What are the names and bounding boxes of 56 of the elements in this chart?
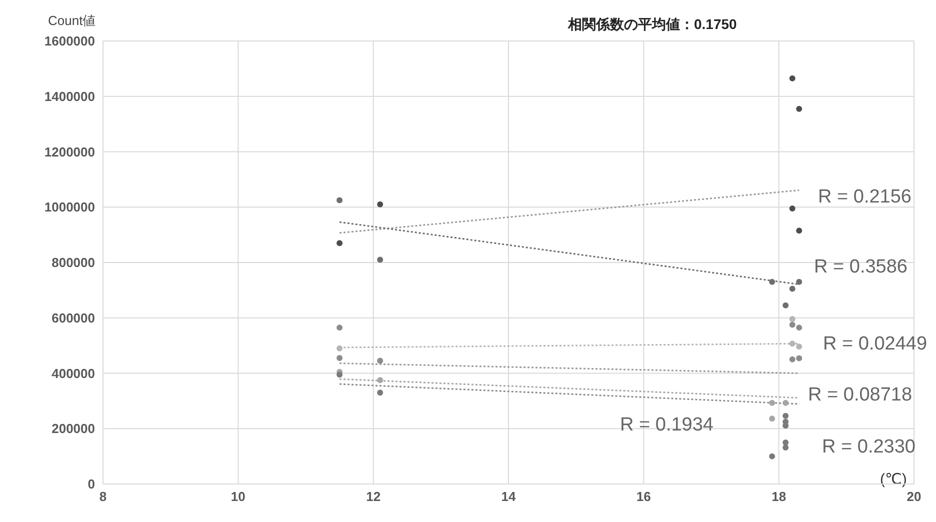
point [377, 201, 384, 208]
annotation: R = 0.2330 [822, 436, 916, 458]
point [789, 316, 796, 322]
x-tick-label: 8 [99, 489, 107, 504]
y-tick-label: 400000 [52, 366, 95, 381]
point [789, 286, 796, 292]
point [336, 240, 343, 246]
point [789, 322, 796, 328]
annotation: R = 0.02449 [823, 334, 928, 355]
point [336, 197, 343, 204]
y-tick-label: 1400000 [44, 88, 95, 104]
point [769, 400, 776, 406]
point [377, 358, 384, 364]
y-tick-label: 200000 [52, 421, 95, 436]
y-tick-label: 1200000 [44, 144, 95, 160]
point [782, 412, 789, 419]
point [769, 278, 776, 285]
point [769, 416, 776, 422]
point [796, 228, 802, 234]
y-axis-title: Count値 [48, 12, 96, 30]
annotation: R = 0.1934 [620, 414, 714, 436]
point [336, 372, 343, 378]
point [796, 344, 802, 350]
point [377, 377, 384, 384]
x-tick-label: 10 [230, 489, 246, 504]
x-tick-label: 16 [636, 489, 651, 504]
point [789, 206, 796, 212]
point [377, 390, 384, 396]
y-tick-label: 1000000 [44, 200, 95, 215]
point [782, 400, 789, 406]
point [782, 302, 789, 308]
annotation: R = 0.08718 [808, 384, 912, 406]
point [336, 345, 343, 352]
point [796, 355, 802, 362]
point [789, 356, 796, 362]
point [377, 256, 384, 263]
x-tick-label: 18 [772, 489, 786, 504]
point [796, 278, 802, 285]
y-tick-label: 600000 [52, 310, 95, 326]
annotation: R = 0.3586 [814, 256, 908, 278]
point [796, 106, 802, 112]
chart-title: 相関係数の平均値：0.1750 [568, 16, 737, 34]
x-tick-label: 14 [501, 489, 516, 504]
y-tick-label: 1600000 [44, 34, 95, 49]
annotation: R = 0.2156 [818, 186, 912, 208]
x-tick-label: 20 [906, 489, 922, 504]
point [796, 324, 802, 331]
x-tick-label: 12 [366, 489, 381, 504]
y-tick-label: 0 [88, 476, 95, 492]
point [769, 453, 776, 460]
point [336, 324, 343, 331]
point [789, 340, 796, 347]
y-tick-label: 800000 [52, 255, 95, 270]
point [336, 355, 343, 362]
point [789, 75, 796, 82]
point [782, 439, 789, 446]
